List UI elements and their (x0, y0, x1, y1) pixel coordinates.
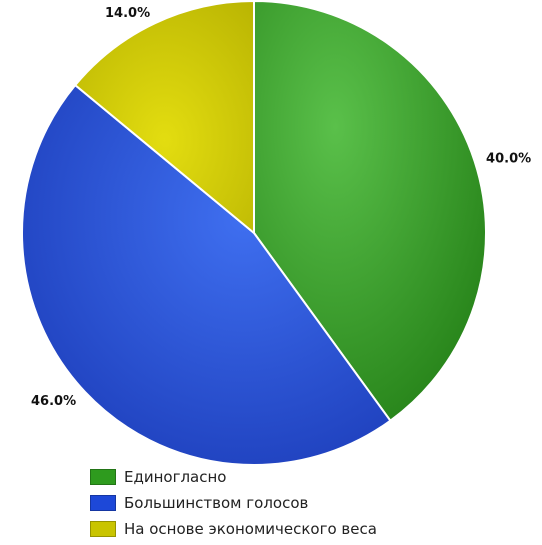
legend-label-economic-weight: На основе экономического веса (124, 520, 377, 538)
data-label-majority: 46.0% (31, 394, 76, 409)
data-label-unanimous: 40.0% (486, 152, 531, 167)
pie-slice-majority (21, 83, 392, 466)
legend-label-unanimous: Единогласно (124, 468, 227, 486)
data-label-economic-weight: 14.0% (105, 6, 150, 21)
pie-slice-economic-weight (73, 0, 255, 236)
pie-slice-unanimous (253, 0, 487, 423)
legend-swatch-unanimous (90, 469, 116, 485)
legend-item: На основе экономического веса (90, 516, 377, 542)
legend-swatch-majority (90, 495, 116, 511)
legend-label-majority: Большинством голосов (124, 494, 309, 512)
legend: Единогласно Большинством голосов На осно… (90, 464, 377, 542)
legend-item: Большинством голосов (90, 490, 377, 516)
legend-item: Единогласно (90, 464, 377, 490)
legend-swatch-economic-weight (90, 521, 116, 537)
